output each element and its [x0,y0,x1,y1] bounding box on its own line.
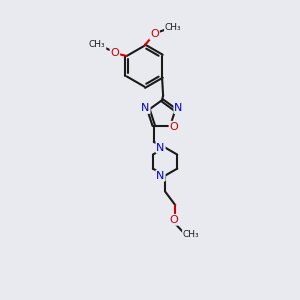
Text: O: O [169,122,178,132]
Text: N: N [156,171,165,181]
Text: CH₃: CH₃ [183,230,200,238]
Text: O: O [150,29,159,39]
Text: N: N [141,103,150,113]
Text: CH₃: CH₃ [89,40,106,49]
Text: N: N [156,142,165,152]
Text: CH₃: CH₃ [165,23,182,32]
Text: N: N [174,103,183,113]
Text: O: O [170,215,178,225]
Text: O: O [110,48,119,58]
